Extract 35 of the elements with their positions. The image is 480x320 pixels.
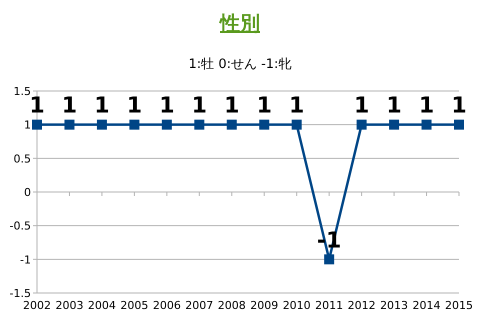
- data-label: 1: [94, 94, 110, 119]
- data-label: 1: [451, 94, 467, 119]
- data-label: 1: [192, 94, 207, 119]
- data-label: 1: [418, 94, 434, 119]
- x-tick-label: 2008: [218, 299, 246, 312]
- data-label: 1: [126, 94, 142, 119]
- x-tick-label: 2014: [412, 299, 441, 312]
- x-tick-label: 2012: [348, 299, 376, 312]
- x-tick-label: 2013: [380, 299, 408, 312]
- x-tick-label: 2003: [55, 299, 84, 312]
- data-label: 1: [386, 94, 402, 119]
- x-tick-label: 2007: [185, 299, 214, 312]
- x-tick-label: 2015: [445, 299, 473, 312]
- y-tick-label: 1: [24, 118, 31, 132]
- x-tick-label: 2009: [250, 299, 278, 312]
- data-label: 1: [289, 94, 304, 119]
- data-label: 1: [354, 94, 370, 119]
- y-tick-label: 0: [24, 186, 31, 199]
- x-tick-label: 2005: [120, 299, 148, 312]
- chart-subtitle: 1:牡 0:せん -1:牝: [188, 57, 292, 72]
- x-tick-label: 2004: [88, 299, 116, 312]
- x-tick-label: 2010: [282, 299, 311, 312]
- y-tick-label: 1.5: [14, 85, 31, 98]
- x-tick-label: 2002: [23, 299, 51, 312]
- x-tick-label: 2006: [152, 299, 181, 312]
- data-label: 1: [62, 94, 78, 119]
- y-tick-label: -0.5: [10, 220, 31, 233]
- y-tick-label: -1: [20, 253, 31, 266]
- data-label: 1: [159, 94, 174, 119]
- data-label: 1: [224, 94, 240, 119]
- chart-title: 性別: [218, 11, 260, 35]
- data-label: 1: [256, 94, 272, 119]
- y-tick-label: 0.5: [14, 152, 31, 166]
- x-tick-label: 2011: [315, 299, 344, 312]
- y-tick-label: -1.5: [10, 287, 31, 300]
